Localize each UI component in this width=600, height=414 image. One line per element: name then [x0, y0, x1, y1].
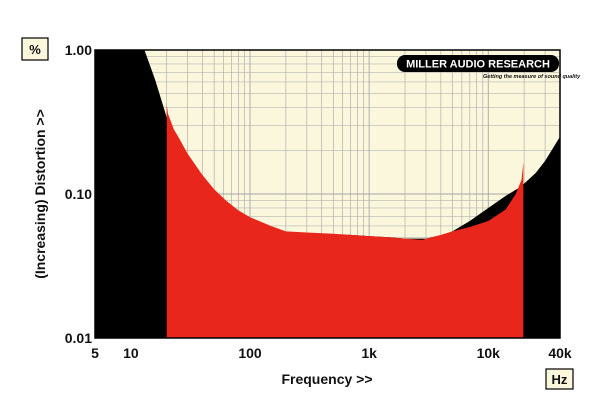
x-axis-title: Frequency >> [281, 371, 372, 387]
y-axis-title: (Increasing) Distortion >> [32, 109, 48, 279]
logo-name: MILLER AUDIO RESEARCH [406, 59, 550, 71]
y-unit-badge: % [21, 37, 49, 61]
y-unit-box [21, 37, 49, 61]
x-tick-label: 10 [123, 345, 139, 361]
x-unit-box [545, 368, 574, 390]
y-tick-label: 0.01 [65, 330, 92, 346]
y-tick-labels: 1.00 0.10 0.01 [65, 42, 92, 346]
x-unit-label: Hz [552, 372, 568, 387]
x-tick-labels: 5 10 100 1k 10k 40k [91, 345, 572, 361]
plot-frame [94, 49, 561, 339]
data-areas [95, 50, 560, 338]
logo-banner [397, 55, 559, 72]
y-unit-label: % [29, 42, 41, 57]
x-tick-label: 1k [361, 345, 377, 361]
x-tick-label: 40k [548, 345, 572, 361]
x-tick-label: 5 [91, 345, 99, 361]
miller-audio-research-logo: MILLER AUDIO RESEARCH Getting the measur… [397, 55, 581, 80]
logo-tagline: Getting the measure of sound quality [483, 74, 581, 80]
x-tick-label: 100 [238, 345, 262, 361]
x-tick-label: 10k [477, 345, 501, 361]
y-tick-label: 0.10 [65, 186, 92, 202]
x-unit-badge: Hz [545, 368, 574, 390]
distortion-area [166, 104, 524, 338]
y-tick-label: 1.00 [65, 42, 92, 58]
